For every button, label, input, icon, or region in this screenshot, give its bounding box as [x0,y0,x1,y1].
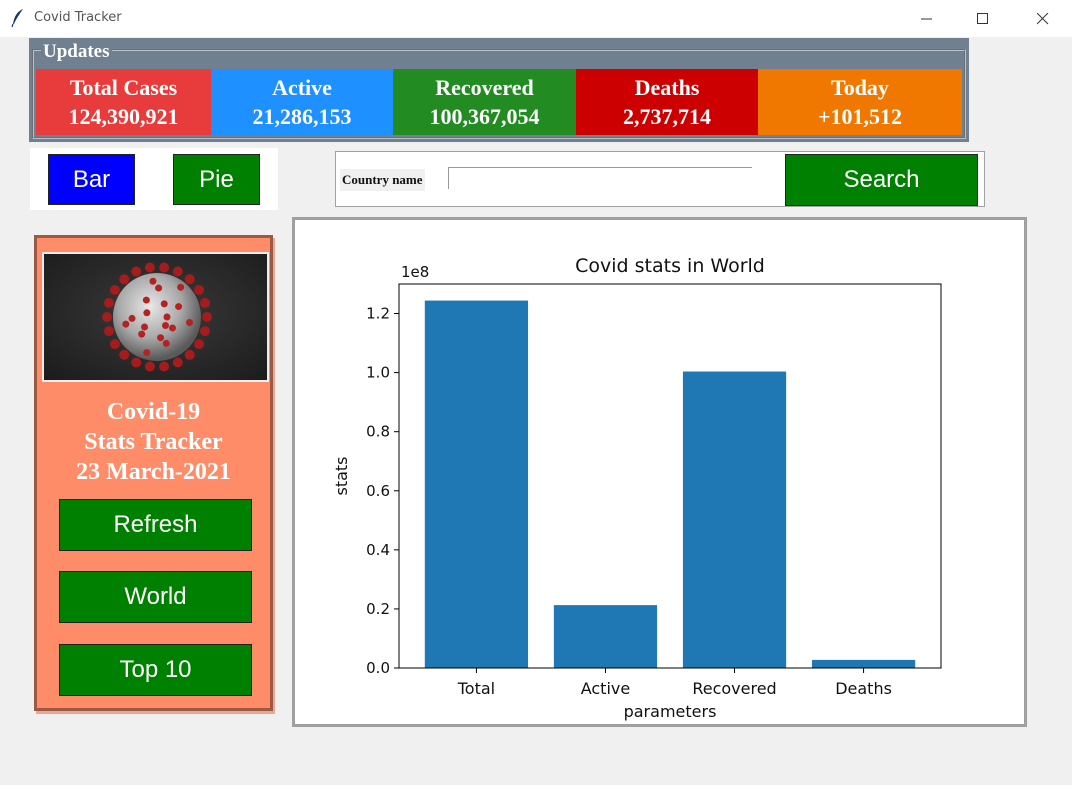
y-axis-label: stats [332,456,351,495]
refresh-button[interactable]: Refresh [59,499,252,551]
chart-bar [811,659,916,668]
stat-value: +101,512 [817,104,903,129]
title-bar: Covid Tracker [0,0,1072,37]
window-title: Covid Tracker [34,10,122,25]
y-offset-label: 1e8 [401,263,429,281]
updates-panel: Updates Total Cases 124,390,921 Active 2… [29,38,969,142]
minimize-icon [921,18,932,19]
country-name-input[interactable] [448,167,752,189]
world-button[interactable]: World [59,571,252,623]
search-panel: Country name Search [335,151,985,207]
chart-type-panel: Bar Pie [30,148,278,210]
x-tick-label: Total [457,679,495,698]
search-button[interactable]: Search [785,154,978,206]
bar-chart: Total Active Recovered Deaths 0.0 0.2 0.4 0.6 0.… [332,255,942,721]
updates-legend: Updates [41,41,112,63]
y-tick-label: 0.4 [366,541,390,559]
y-tick-label: 1.0 [366,364,390,382]
stat-value: 2,737,714 [623,104,711,129]
y-tick-label: 0.0 [366,659,390,677]
heading-line-2: Stats Tracker [84,429,223,455]
y-tick-label: 0.2 [366,600,390,618]
stat-label: Total Cases [69,75,178,100]
maximize-button[interactable] [960,0,1006,37]
tracker-heading: Covid-19 Stats Tracker 23 March-2021 [37,397,270,487]
chart-title: Covid stats in World [575,255,765,277]
y-tick-label: 1.2 [366,305,390,323]
feather-icon [11,9,23,28]
maximize-icon [977,12,988,24]
stat-value: 21,286,153 [252,104,352,129]
minimize-button[interactable] [904,0,950,37]
stat-label: Active [272,75,332,100]
bar-chart-button[interactable]: Bar [48,154,135,205]
x-tick-label: Active [581,679,631,698]
stat-active: Active 21,286,153 [211,69,393,135]
updates-frame [32,49,966,139]
y-tick-label: 0.8 [366,423,390,441]
close-button[interactable] [1020,0,1066,37]
stat-value: 124,390,921 [68,104,179,129]
chart-bar [682,371,787,668]
chart-panel: Total Active Recovered Deaths 0.0 0.2 0.4 0.6 0.… [292,217,1027,727]
stat-deaths: Deaths 2,737,714 [576,69,758,135]
stat-label: Today [831,75,889,100]
top-10-button[interactable]: Top 10 [59,644,252,696]
coronavirus-image [42,252,269,382]
stat-value: 100,367,054 [429,104,540,129]
heading-line-1: Covid-19 [106,399,201,425]
stat-label: Deaths [634,75,700,100]
country-name-label: Country name [340,169,425,191]
x-tick-label: Deaths [835,679,892,698]
x-tick-label: Recovered [692,679,776,698]
stat-total-cases: Total Cases 124,390,921 [36,69,211,135]
heading-line-3: 23 March-2021 [76,459,231,485]
stat-label: Recovered [435,75,534,100]
close-icon [1037,12,1049,24]
x-axis-label: parameters [624,702,717,721]
y-tick-label: 0.6 [366,482,390,500]
pie-chart-button[interactable]: Pie [173,154,260,205]
plot-frame [398,283,942,669]
side-panel: Covid-19 Stats Tracker 23 March-2021 Ref… [34,235,273,711]
stat-recovered: Recovered 100,367,054 [393,69,576,135]
chart-bar [553,605,658,668]
chart-bar [424,300,529,668]
stat-today: Today +101,512 [758,69,962,135]
